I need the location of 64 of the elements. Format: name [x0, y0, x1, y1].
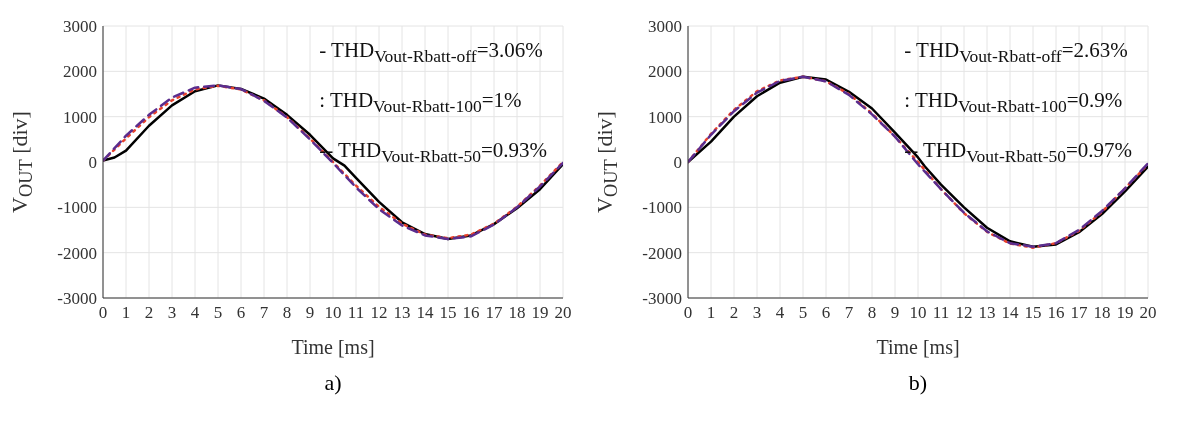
- y-tick-label: -3000: [57, 289, 97, 309]
- y-tick-label: -1000: [642, 198, 682, 218]
- y-tick-label: 0: [673, 153, 682, 173]
- x-tick-label: 13: [978, 303, 996, 323]
- y-tick-label: 2000: [63, 62, 97, 82]
- x-tick-label: 16: [462, 303, 480, 323]
- x-tick-label: 5: [798, 303, 808, 323]
- x-tick-label: 16: [1047, 303, 1065, 323]
- x-tick-label: 7: [259, 303, 269, 323]
- y-tick-label: 0: [88, 153, 97, 173]
- annotation: : THD$_{Vout-Rbatt-100}$=0.9%: [904, 88, 1123, 118]
- annotation: -- THD$_{Vout-Rbatt-50}$=0.93%: [319, 138, 548, 168]
- x-tick-label: 6: [236, 303, 246, 323]
- x-tick-label: 2: [144, 303, 154, 323]
- x-tick-label: 10: [909, 303, 927, 323]
- y-tick-label: -2000: [642, 243, 682, 263]
- annotation: - THD$_{Vout-Rbatt-off}$=3.06%: [319, 38, 543, 68]
- x-axis-title: Time [ms]: [290, 336, 376, 359]
- x-tick-label: 1: [706, 303, 716, 323]
- x-tick-label: 11: [932, 303, 950, 323]
- x-tick-label: 3: [167, 303, 177, 323]
- x-tick-label: 9: [305, 303, 315, 323]
- x-tick-label: 7: [844, 303, 854, 323]
- x-tick-label: 10: [324, 303, 342, 323]
- x-tick-label: 12: [370, 303, 388, 323]
- annotation: : THD$_{Vout-Rbatt-100}$=1%: [319, 88, 522, 118]
- x-axis-title: Time [ms]: [875, 336, 961, 359]
- x-tick-label: 17: [1070, 303, 1088, 323]
- annotation: -- THD$_{Vout-Rbatt-50}$=0.97%: [904, 138, 1133, 168]
- y-tick-label: -2000: [57, 243, 97, 263]
- x-tick-label: 3: [752, 303, 762, 323]
- x-tick-label: 2: [729, 303, 739, 323]
- y-tick-label: -3000: [642, 289, 682, 309]
- x-tick-label: 6: [821, 303, 831, 323]
- x-tick-label: 13: [393, 303, 411, 323]
- x-tick-label: 8: [282, 303, 292, 323]
- x-tick-label: 8: [867, 303, 877, 323]
- x-tick-label: 5: [213, 303, 223, 323]
- y-tick-label: 3000: [648, 17, 682, 37]
- text: a): [323, 370, 343, 396]
- x-tick-label: 11: [347, 303, 365, 323]
- x-tick-label: 4: [775, 303, 785, 323]
- y-tick-label: 2000: [648, 62, 682, 82]
- x-tick-label: 20: [554, 303, 572, 323]
- x-tick-label: 4: [190, 303, 200, 323]
- x-tick-label: 19: [1116, 303, 1134, 323]
- y-tick-label: -1000: [57, 198, 97, 218]
- x-tick-label: 17: [485, 303, 503, 323]
- x-tick-label: 18: [508, 303, 526, 323]
- text: b): [907, 370, 929, 396]
- x-tick-label: 14: [416, 303, 434, 323]
- x-tick-label: 9: [890, 303, 900, 323]
- y-tick-label: 3000: [63, 17, 97, 37]
- x-tick-label: 19: [531, 303, 549, 323]
- x-tick-label: 1: [121, 303, 131, 323]
- annotation: - THD$_{Vout-Rbatt-off}$=2.63%: [904, 38, 1128, 68]
- x-tick-label: 18: [1093, 303, 1111, 323]
- y-tick-label: 1000: [648, 107, 682, 127]
- x-tick-label: 15: [439, 303, 457, 323]
- y-tick-label: 1000: [63, 107, 97, 127]
- x-tick-label: 12: [955, 303, 973, 323]
- x-tick-label: 14: [1001, 303, 1019, 323]
- x-tick-label: 15: [1024, 303, 1042, 323]
- x-tick-label: 20: [1139, 303, 1157, 323]
